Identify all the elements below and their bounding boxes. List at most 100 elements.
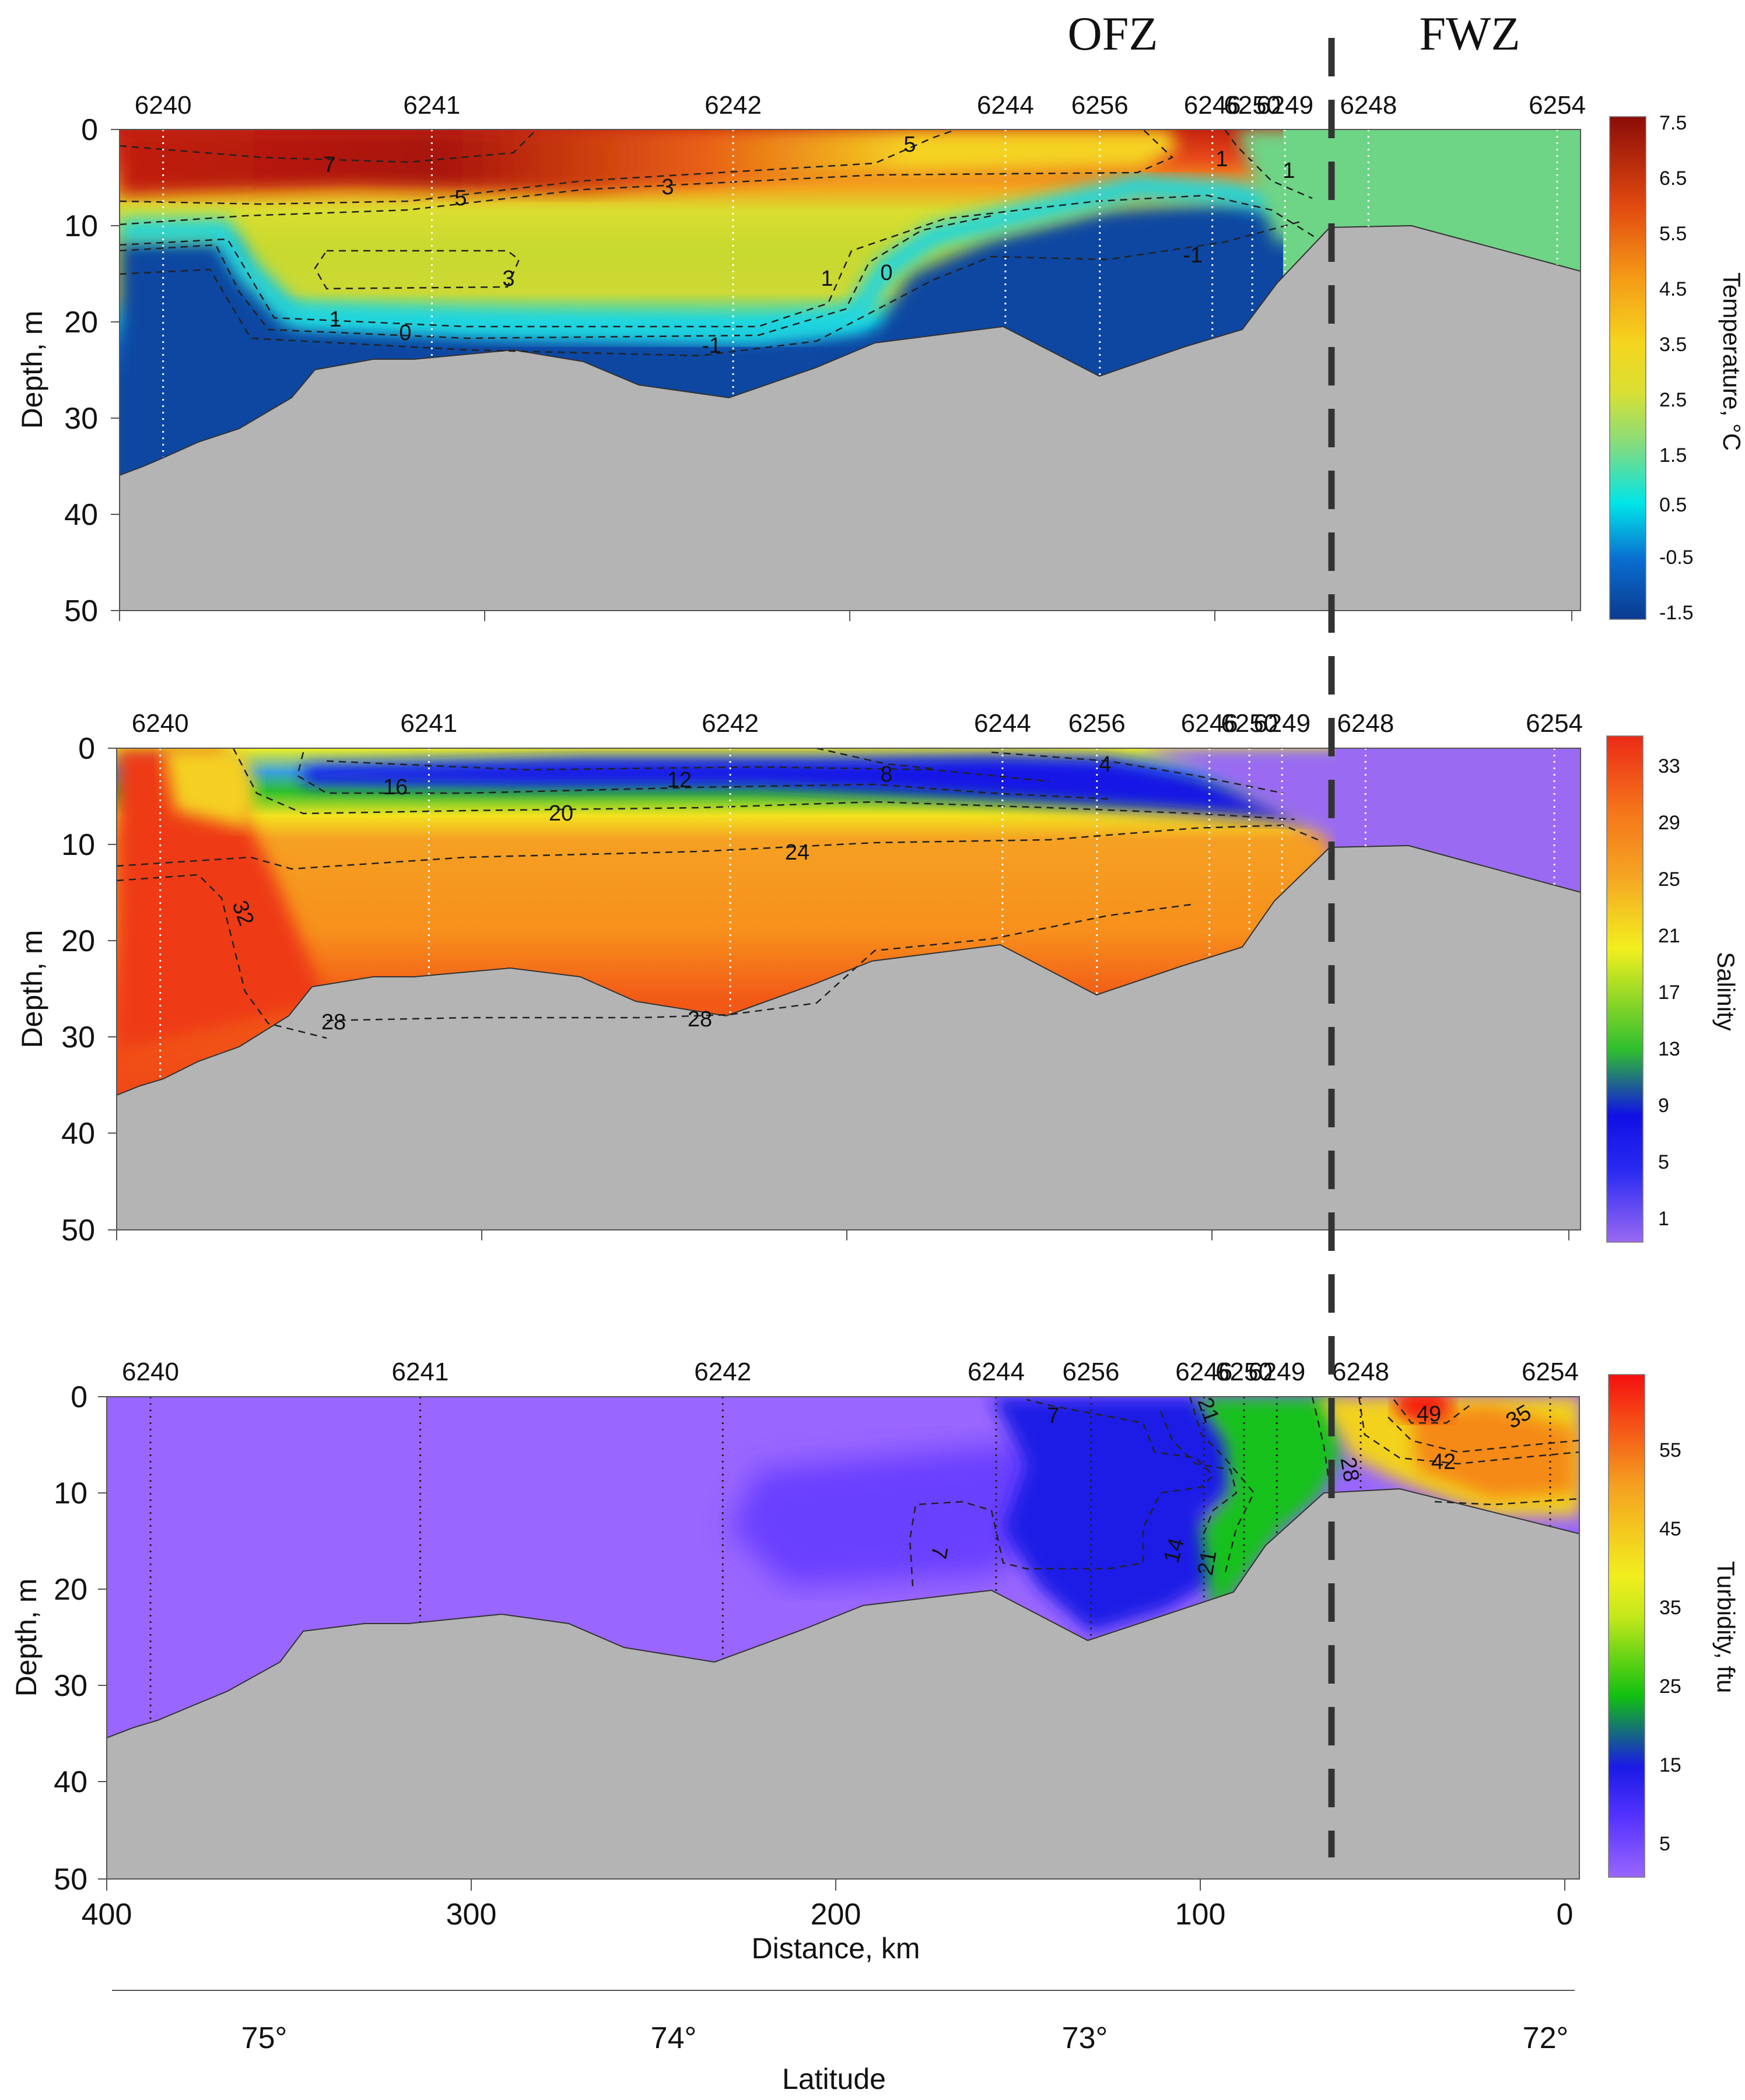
temperature-bathymetry — [120, 225, 1581, 611]
salinity-bathymetry — [117, 844, 1581, 1230]
turbidity-station-label: 6246 — [1175, 1358, 1232, 1386]
temperature-station-label: 6241 — [403, 91, 460, 120]
salinity-contour-label: 24 — [785, 840, 810, 865]
temperature-contour-label: 1 — [1215, 147, 1228, 171]
temperature-contour-label: -1 — [1183, 243, 1203, 268]
turbidity-station-label: 6240 — [122, 1358, 179, 1386]
salinity-station-label: 6250 — [1221, 709, 1278, 738]
salinity-y-tick: 50 — [61, 1214, 95, 1247]
turbidity-colorbar — [1608, 1374, 1645, 1878]
salinity-colorbar-tick: 9 — [1658, 1095, 1669, 1117]
temperature-colorbar-tick: -0.5 — [1659, 546, 1694, 569]
turbidity-contour-28 — [1311, 1397, 1331, 1488]
turbidity-y-tick: 0 — [71, 1380, 87, 1414]
turbidity-colorbar-tick: 15 — [1659, 1754, 1681, 1776]
temperature-station-label: 6254 — [1529, 91, 1586, 120]
salinity-colorbar-tick: 21 — [1658, 925, 1680, 947]
salinity-y-axis-label: Depth, m — [16, 930, 48, 1049]
temperature-contour-label: -1 — [702, 334, 721, 358]
temperature-station-label: 6248 — [1340, 91, 1397, 120]
temperature-colorbar-tick: 4.5 — [1659, 278, 1687, 300]
turbidity-panel: 7 7 14 21 21 28 35 42 49 6240 6241 6242 624… — [10, 1358, 1740, 1965]
x-tick-distance: 400 — [82, 1898, 132, 1931]
salinity-colorbar-tick: 25 — [1658, 868, 1680, 891]
turbidity-plot-frame — [106, 1396, 1580, 1880]
salinity-colorbar-tick: 17 — [1658, 981, 1680, 1004]
turbidity-colorbar-label: Turbidity, ftu — [1712, 1561, 1740, 1693]
latitude-tick: 72° — [1523, 2021, 1569, 2055]
temperature-colorbar-label: Temperature, °C — [1718, 272, 1745, 451]
salinity-contour-12 — [326, 760, 1050, 783]
temperature-contour-label: 5 — [903, 132, 916, 157]
temperature-station-label: 6244 — [977, 91, 1034, 120]
temperature-colorbar-tick: -1.5 — [1659, 602, 1694, 624]
turbidity-contour-49 — [1393, 1399, 1470, 1424]
temperature-contour-1-right — [1224, 129, 1313, 199]
turbidity-contour-label: 42 — [1431, 1450, 1456, 1474]
salinity-fresh-layer — [303, 755, 1312, 822]
turbidity-y-tick: 30 — [54, 1669, 87, 1703]
turbidity-mid-violet — [729, 1440, 1079, 1586]
temperature-contour-label: 0 — [399, 321, 411, 345]
turbidity-contour-21 — [1189, 1397, 1255, 1575]
turbidity-colorbar-tick: 25 — [1659, 1675, 1681, 1698]
turbidity-y-tick: 10 — [54, 1477, 87, 1510]
salinity-contour-label: 8 — [880, 762, 892, 787]
salinity-station-label: 6248 — [1337, 709, 1394, 738]
temperature-contour-label: 0 — [880, 261, 892, 285]
latitude-tick: 75° — [241, 2021, 288, 2055]
zone-label-ofz: OFZ — [1068, 7, 1158, 60]
temperature-y-axis-label: Depth, m — [16, 311, 48, 429]
turbidity-station-label: 6244 — [968, 1358, 1025, 1386]
temperature-station-label: 6256 — [1071, 91, 1129, 120]
turbidity-contour-7 — [909, 1398, 1214, 1587]
turbidity-colorbar-tick: 5 — [1659, 1833, 1670, 1855]
turbidity-colorbar-tick: 45 — [1659, 1518, 1681, 1540]
salinity-station-label: 6241 — [400, 709, 457, 738]
salinity-station-label: 6242 — [702, 709, 759, 738]
salinity-colorbar-tick: 5 — [1658, 1151, 1669, 1173]
salinity-left-yellow — [163, 748, 257, 828]
turbidity-station-label: 6241 — [392, 1358, 449, 1386]
turbidity-station-label: 6242 — [694, 1358, 751, 1386]
turbidity-station-label: 6254 — [1522, 1358, 1579, 1386]
temperature-contour-5 — [120, 129, 957, 205]
turbidity-contour-label: 28 — [1335, 1455, 1364, 1484]
x-tick-distance: 100 — [1175, 1898, 1226, 1931]
temperature-y-tick: 20 — [64, 306, 98, 339]
turbidity-y-axis-label: Depth, m — [10, 1579, 43, 1697]
temperature-colorbar-tick: 1.5 — [1659, 444, 1687, 467]
turbidity-y-tick: 50 — [54, 1863, 87, 1896]
temperature-station-label: 6242 — [705, 91, 762, 120]
temperature-contour-label: 3 — [502, 267, 514, 291]
salinity-contour-label: 28 — [688, 1007, 712, 1032]
turbidity-green-front — [1196, 1397, 1341, 1621]
salinity-contour-label: 4 — [1099, 752, 1111, 777]
temperature-station-label: 6240 — [135, 91, 192, 120]
temperature-y-tick: 40 — [64, 498, 98, 532]
temperature-station-label: 6249 — [1256, 91, 1313, 120]
temperature-colorbar-tick: 7.5 — [1659, 112, 1687, 134]
salinity-plot-frame — [116, 748, 1581, 1230]
temperature-panel: 7 5 5 3 3 1 0 1 0 -1 -1 1 1 6240 6241 6242… — [16, 91, 1745, 628]
temperature-y-tick: 0 — [81, 113, 98, 147]
salinity-contour-label: 20 — [549, 801, 573, 826]
salinity-y-tick: 40 — [61, 1117, 95, 1151]
salinity-contour-4 — [991, 751, 1284, 794]
temperature-contour-3-inner — [314, 250, 520, 290]
salinity-colorbar — [1606, 735, 1644, 1243]
temperature-colorbar-tick: 3.5 — [1659, 334, 1687, 356]
salinity-contour-20 — [232, 748, 1295, 821]
x-tick-distance: 200 — [811, 1898, 861, 1931]
salinity-contour-28 — [326, 903, 1196, 1022]
salinity-contour-label: 16 — [383, 775, 408, 800]
salinity-colorbar-tick: 33 — [1658, 755, 1680, 777]
temperature-colorbar-tick: 6.5 — [1659, 167, 1687, 190]
x-tick-distance: 300 — [446, 1898, 497, 1931]
turbidity-contour-label: 21 — [1193, 1548, 1222, 1577]
salinity-y-tick: 20 — [61, 924, 95, 958]
temperature-contour-7 — [120, 129, 537, 163]
salinity-y-tick: 0 — [78, 732, 95, 766]
